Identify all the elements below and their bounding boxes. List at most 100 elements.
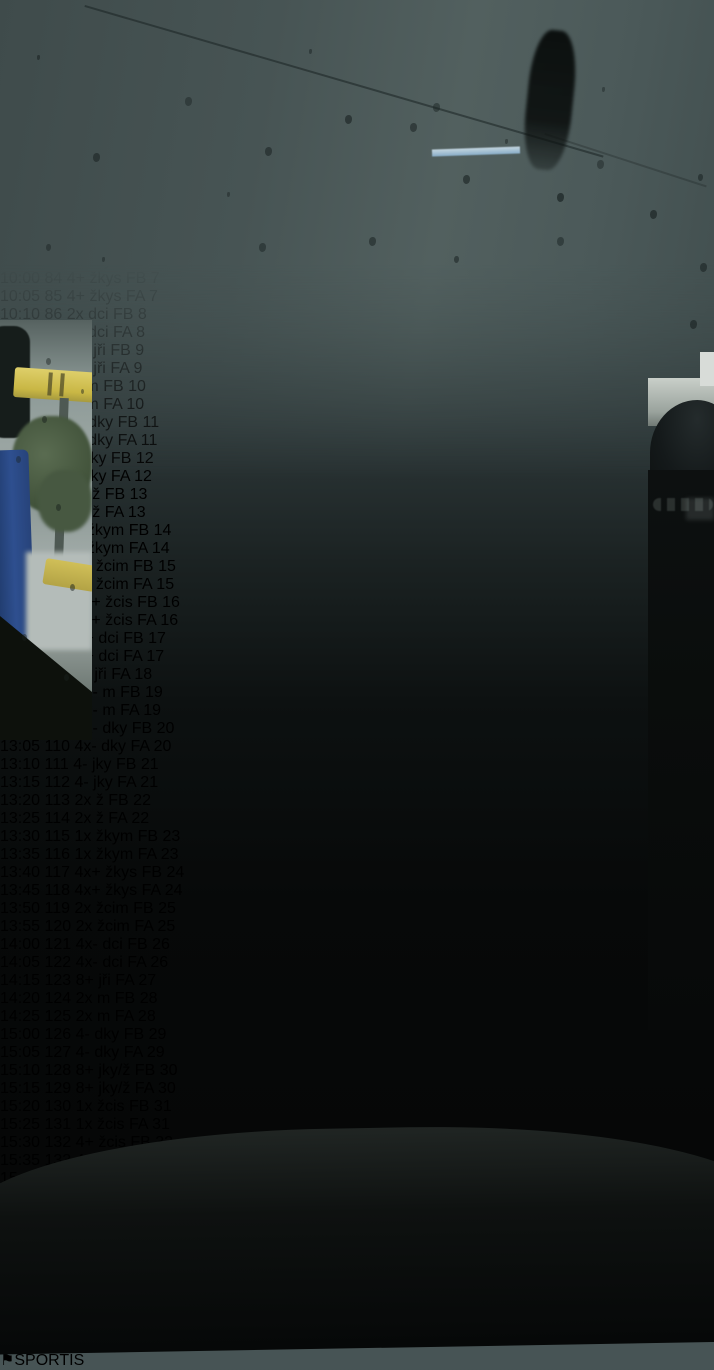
race-order-number: 19 <box>145 684 163 701</box>
final-code: FA <box>123 1044 143 1061</box>
event-number: 115 <box>44 828 71 845</box>
race-time: 13:10 <box>0 756 41 773</box>
race-order-number: 26 <box>150 954 169 971</box>
schedule-row: 15:00 126 4- dky FB 29 <box>0 1026 714 1044</box>
boat-class: 8+ jky/ž <box>75 1062 131 1079</box>
race-time: 14:05 <box>0 954 41 971</box>
schedule-row: 13:20 113 2x ž FB 22 <box>0 792 714 810</box>
boat-class: 2x žcim <box>75 918 130 935</box>
race-time: 13:05 <box>0 738 41 755</box>
race-time: 13:30 <box>0 828 41 845</box>
race-time: 13:45 <box>0 882 41 899</box>
schedule-row: 12:15 106 4- jři FA 18 <box>0 666 714 684</box>
event-number: 131 <box>44 1116 72 1133</box>
final-code: FB <box>128 522 150 539</box>
boat-class: 1x žcis <box>75 1116 125 1133</box>
final-code: FB <box>108 792 129 809</box>
race-time: 15:30 <box>0 1134 41 1151</box>
schedule-row: 13:50 119 2x žcim FB 25 <box>0 900 714 918</box>
race-time: 13:15 <box>0 774 41 791</box>
race-order-number: 22 <box>131 810 150 827</box>
sportis-logo-icon: ⚑ <box>0 1352 15 1369</box>
race-time: 13:20 <box>0 792 41 809</box>
final-code: FB <box>141 864 163 881</box>
race-order-number: 14 <box>153 522 172 539</box>
final-code: FA <box>111 666 130 683</box>
schedule-row: 12:25 108 4x- m FA 19 <box>0 702 714 720</box>
boat-class: 1x žkym <box>74 846 134 863</box>
boat-class: 4x- dci <box>75 936 123 953</box>
dark-reflection <box>648 470 714 1030</box>
schedule-row: 11:30 98 2x žkym FB 14 <box>0 522 714 540</box>
final-code: FA <box>104 504 124 521</box>
race-time: 15:25 <box>0 1116 41 1133</box>
race-time: 13:25 <box>0 810 41 827</box>
schedule-row: 13:30 115 1x žkym FB 23 <box>0 828 714 846</box>
schedule-row: 15:20 130 1x žcis FB 31 <box>0 1098 714 1116</box>
race-order-number: 23 <box>160 846 179 863</box>
race-order-number: 21 <box>140 756 159 773</box>
race-order-number: 14 <box>151 540 170 557</box>
final-code: FA <box>127 954 146 971</box>
race-order-number: 28 <box>137 1008 156 1025</box>
final-code: FB <box>127 936 148 953</box>
race-order-number: 17 <box>146 648 165 665</box>
event-number: 127 <box>44 1044 72 1061</box>
final-code: FB <box>115 756 137 773</box>
final-code: FA <box>114 1008 134 1025</box>
sportis-brand-text: SPORTIS <box>14 1352 85 1369</box>
final-code: FA <box>134 1080 154 1097</box>
event-number: 118 <box>44 882 71 899</box>
race-order-number: 25 <box>157 918 176 935</box>
race-order-number: 29 <box>146 1044 165 1061</box>
boat-class: 2x žcim <box>74 900 129 917</box>
boat-class: 2x ž <box>74 810 104 827</box>
final-code: FA <box>117 774 136 791</box>
windshield-glass <box>0 0 714 480</box>
chain-reflection <box>653 498 713 511</box>
final-code: FA <box>134 918 154 935</box>
race-order-number: 21 <box>140 774 159 791</box>
boat-class: 1x žcis <box>75 1098 125 1115</box>
schedule-row: 13:10 111 4- jky FB 21 <box>0 756 714 774</box>
schedule-row: 11:45 101 1x žcim FA 15 <box>0 576 714 594</box>
race-order-number: 13 <box>127 504 146 521</box>
schedule-row: 14:25 125 2x m FA 28 <box>0 1008 714 1026</box>
event-number: 129 <box>44 1080 72 1097</box>
schedule-row: 13:05 110 4x- dky FA 20 <box>0 738 714 756</box>
final-code: FB <box>137 828 159 845</box>
schedule-row: 15:15 129 8+ jky/ž FA 30 <box>0 1080 714 1098</box>
event-number: 113 <box>44 792 71 809</box>
final-code: FB <box>129 1098 150 1115</box>
event-number: 128 <box>44 1062 72 1079</box>
yellow-barrier <box>13 367 92 403</box>
final-code: FA <box>120 702 139 719</box>
sportis-brand: ⚑SPORTIS <box>0 1350 714 1370</box>
race-order-number: 17 <box>148 630 166 647</box>
race-order-number: 29 <box>148 1026 167 1043</box>
race-time: 14:20 <box>0 990 41 1007</box>
schedule-row: 13:15 112 4- jky FA 21 <box>0 774 714 792</box>
event-number: 111 <box>44 756 69 773</box>
final-code: FA <box>123 648 142 665</box>
schedule-row: 12:20 107 4x- m FB 19 <box>0 684 714 702</box>
final-code: FB <box>114 990 136 1007</box>
race-order-number: 25 <box>158 900 176 917</box>
final-code: FB <box>131 720 153 737</box>
race-order-number: 18 <box>134 666 153 683</box>
schedule-row: 15:30 132 4+ žcis FB 32 <box>0 1134 714 1152</box>
boat-class: 4- jky <box>74 774 113 791</box>
race-order-number: 28 <box>139 990 158 1007</box>
boat-class: 4- jky <box>73 756 112 773</box>
race-time: 15:10 <box>0 1062 41 1079</box>
boat-class: 1x žkym <box>74 828 134 845</box>
boat-class: 4x+ žkys <box>74 882 138 899</box>
bushes <box>38 470 92 532</box>
schedule-row: 11:55 103 4x+ žcis FA 16 <box>0 612 714 630</box>
race-time: 13:35 <box>0 846 41 863</box>
schedule-row: 15:10 128 8+ jky/ž FB 30 <box>0 1062 714 1080</box>
schedule-row: 12:05 105 8+ dci FA 17 <box>0 648 714 666</box>
schedule-row: 12:00 104 8+ dci FB 17 <box>0 630 714 648</box>
schedule-row: 13:55 120 2x žcim FA 25 <box>0 918 714 936</box>
race-order-number: 24 <box>164 882 183 899</box>
